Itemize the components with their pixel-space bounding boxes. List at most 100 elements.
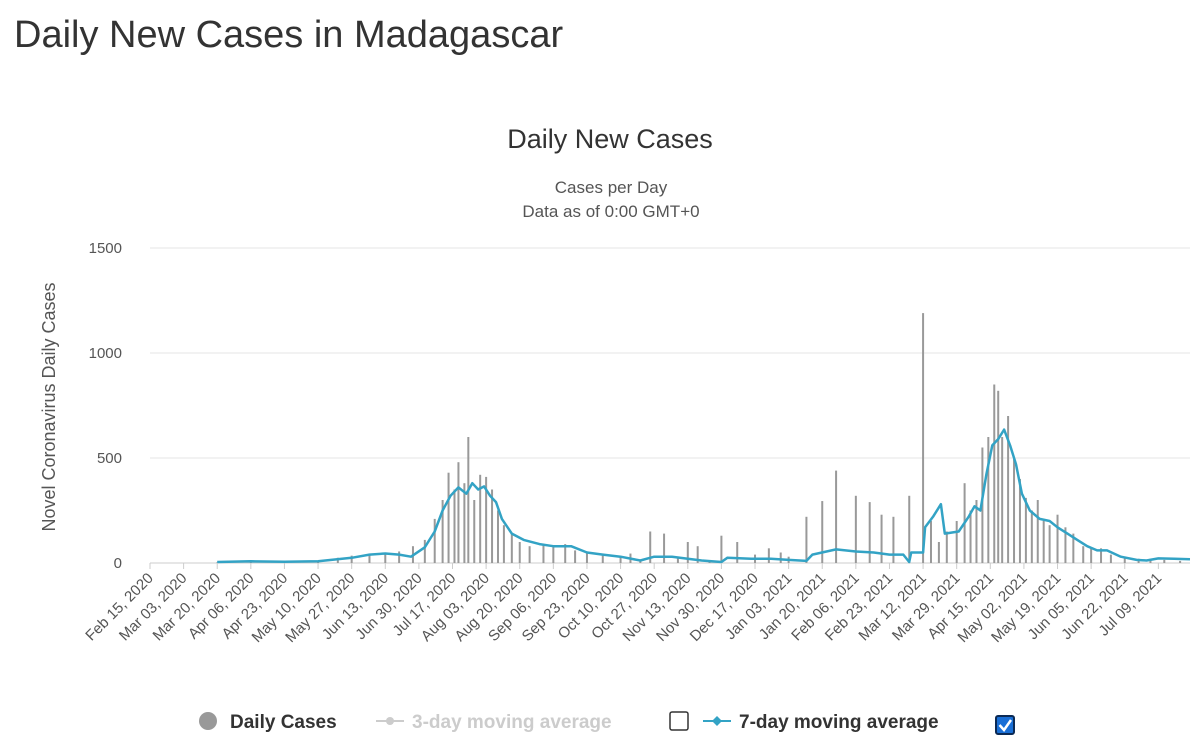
daily-cases-bar [955,521,958,563]
daily-cases-bar [1163,559,1166,563]
daily-cases-bar [720,535,723,563]
daily-cases-bar [987,437,990,563]
daily-cases-bar [1123,556,1126,563]
daily-cases-bar [821,501,824,563]
daily-cases-bar [518,542,521,563]
daily-cases-bar [1072,533,1075,563]
daily-cases-bar [696,546,699,563]
y-tick-label: 0 [114,555,122,572]
daily-cases-bar [1100,548,1103,563]
legend-item-7-day-average[interactable]: 7-day moving average [703,712,1015,735]
daily-cases-bar [805,516,808,563]
daily-cases-bar [585,552,588,563]
daily-cases-bar [1036,500,1039,563]
daily-cases-bar [908,495,911,563]
daily-cases-bar [975,500,978,563]
daily-cases-bar [937,542,940,563]
daily-cases-bar [854,495,857,563]
daily-cases-bar [993,384,996,563]
daily-cases-bar [1013,458,1016,563]
chart-subtitle-line2: Data as of 0:00 GMT+0 [522,202,699,221]
legend-7-day-marker [712,716,722,726]
daily-cases-bar [929,521,932,563]
daily-cases-bar [467,437,470,563]
legend-daily-cases-marker [199,712,217,730]
daily-cases-bar [479,474,482,563]
legend-item-daily-cases[interactable]: Daily Cases [199,712,337,733]
daily-cases-bar [1001,437,1004,563]
daily-cases-bar [601,554,604,563]
daily-cases-bar [969,510,972,563]
daily-cases-bar [1064,527,1067,563]
daily-cases-bar [639,560,642,563]
y-tick-labels: 0 500 1000 1500 [89,240,122,572]
y-tick-label: 1000 [89,345,122,362]
daily-cases-bar [619,556,622,563]
daily-cases-bar [868,502,871,563]
legend-3-day-checkbox[interactable] [669,711,689,731]
seven-day-average-line [217,428,1191,564]
seven-day-average-path [217,428,1191,564]
page-title: Daily New Cases in Madagascar [14,14,564,56]
daily-cases-bar [1056,514,1059,563]
daily-cases-bar [384,553,387,563]
daily-cases-bar [880,514,883,563]
daily-cases-bar [574,550,577,563]
daily-cases-bar [892,516,895,563]
checkbox-box [995,715,1015,735]
daily-cases-bar [1042,521,1045,563]
daily-cases-bar [447,472,450,563]
chart-legend: Daily Cases 3-day moving average 7-day m… [199,711,1015,735]
daily-cases-bar [663,533,666,563]
daily-cases-bar [1179,560,1182,563]
daily-cases-bar [1048,525,1051,563]
daily-cases-bar [649,531,652,563]
legend-3-day-marker [386,717,394,725]
legend-daily-cases-label: Daily Cases [230,712,337,733]
y-tick-label: 1500 [89,240,122,257]
daily-cases-bar [1109,554,1112,563]
daily-cases-bar [922,313,925,563]
daily-cases-bar [945,531,948,563]
daily-cases-bars [216,313,1182,563]
daily-cases-bar [1024,497,1027,563]
daily-cases-bar [496,510,499,563]
chart-title: Daily New Cases [507,124,713,154]
daily-cases-bar [997,390,1000,563]
y-tick-label: 500 [97,450,122,467]
daily-cases-bar [350,555,353,563]
daily-cases-bar [453,489,456,563]
checkmark-icon [998,719,1013,733]
daily-cases-bar [676,556,679,563]
daily-cases-bar [1007,416,1010,563]
chart-subtitle-line1: Cases per Day [555,178,668,197]
daily-cases-bar [485,476,488,563]
daily-cases-bar [1030,510,1033,563]
daily-cases-bar [463,483,466,563]
daily-cases-bar [457,462,460,563]
legend-item-3-day-average[interactable]: 3-day moving average [376,711,689,733]
daily-cases-bar [564,544,567,563]
daily-cases-bar [1090,548,1093,563]
daily-cases-bar [552,546,555,563]
grid-lines [150,247,1190,564]
daily-cases-bar [423,539,426,563]
daily-cases-bar [1082,546,1085,563]
legend-3-day-label: 3-day moving average [412,712,612,733]
daily-cases-bar [779,552,782,563]
y-axis-label: Novel Coronavirus Daily Cases [39,282,59,531]
daily-cases-bar [441,500,444,563]
daily-cases-bar [528,546,531,563]
daily-cases-bar [686,542,689,563]
daily-cases-bar [767,548,770,563]
daily-cases-bar [473,500,476,563]
daily-cases-bar [835,470,838,563]
legend-7-day-checkbox[interactable] [995,715,1015,735]
daily-cases-bar [398,551,401,563]
daily-cases-bar [736,542,739,563]
daily-cases-bar [510,533,513,563]
legend-7-day-label: 7-day moving average [739,712,939,733]
daily-cases-bar [433,518,436,563]
